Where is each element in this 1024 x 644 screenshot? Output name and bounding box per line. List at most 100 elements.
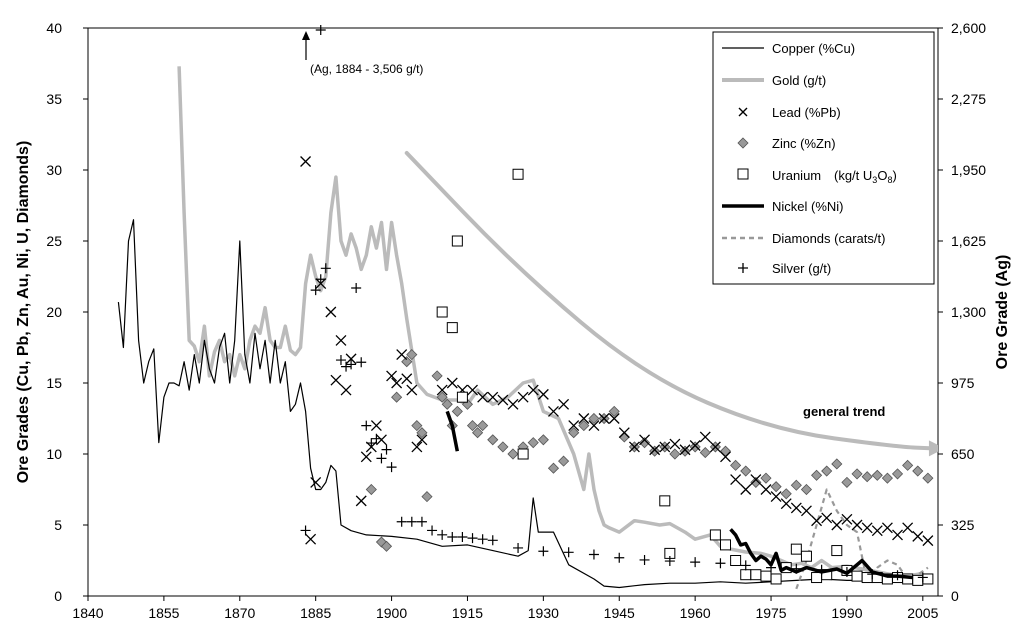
zinc-point <box>558 455 570 467</box>
lead-point <box>831 519 843 531</box>
zinc-point <box>441 398 453 410</box>
legend-copper: Copper (%Cu) <box>722 41 855 56</box>
trend-label: general trend <box>803 404 885 419</box>
left-tick-label: 25 <box>46 233 62 249</box>
svg-text:(kg/t U3O8): (kg/t U3O8) <box>834 168 897 185</box>
lead-point <box>760 484 772 495</box>
lead-point <box>740 484 752 495</box>
silver-point <box>406 516 417 527</box>
copper-series-line <box>117 219 923 589</box>
lead-point <box>477 391 489 403</box>
silver-point <box>917 572 928 583</box>
lead-point <box>340 384 352 396</box>
lead-point <box>345 353 357 365</box>
lead-point <box>330 374 342 386</box>
lead-point <box>588 420 600 432</box>
nickel-series-line <box>729 528 913 580</box>
silver-point <box>563 547 574 558</box>
zinc-point <box>466 420 479 432</box>
zinc-point <box>881 472 893 484</box>
zinc-point <box>841 476 853 488</box>
zinc-point <box>912 465 924 477</box>
lead-point <box>527 384 539 396</box>
svg-text:Silver (g/t): Silver (g/t) <box>772 261 831 276</box>
uranium-point <box>851 570 863 582</box>
lead-point <box>578 413 590 424</box>
legend-gold: Gold (g/t) <box>722 73 826 88</box>
silver-point <box>356 357 367 368</box>
lead-point <box>770 491 782 503</box>
zinc-point <box>436 391 448 403</box>
lead-point <box>811 515 823 527</box>
silver-point <box>614 552 625 563</box>
silver-point <box>310 285 321 296</box>
uranium-point <box>446 322 458 334</box>
lead-point <box>401 373 413 385</box>
zinc-point <box>790 479 802 491</box>
zinc-point <box>507 448 519 460</box>
zinc-point <box>689 441 701 453</box>
lead-point <box>912 530 924 542</box>
lead-point <box>300 156 312 167</box>
uranium-point <box>659 495 671 507</box>
lead-point <box>396 349 408 361</box>
lead-point <box>386 370 398 382</box>
zinc-point <box>800 483 813 496</box>
x-tick-label: 1870 <box>224 605 255 621</box>
left-tick-label: 15 <box>46 375 62 391</box>
zinc-point <box>527 437 539 449</box>
silver-point <box>467 533 478 544</box>
legend-lead: Lead (%Pb) <box>738 105 841 120</box>
right-tick-label: 1,950 <box>951 162 986 178</box>
silver-point <box>639 554 650 565</box>
uranium-point <box>720 539 731 551</box>
x-tick-label: 1945 <box>604 605 635 621</box>
uranium-point <box>750 569 762 581</box>
zinc-point <box>638 437 651 449</box>
left-tick-label: 30 <box>46 162 62 178</box>
lead-point <box>841 513 853 525</box>
x-tick-label: 1975 <box>755 605 786 621</box>
x-tick-label: 1900 <box>376 605 407 621</box>
silver-point <box>538 546 549 557</box>
zinc-point <box>760 472 772 484</box>
silver-point <box>427 525 438 536</box>
zinc-point <box>811 469 823 481</box>
lead-point <box>558 398 570 410</box>
lead-point <box>679 444 691 456</box>
silver-point <box>376 453 387 464</box>
zinc-point <box>391 391 403 403</box>
lead-point <box>355 495 367 507</box>
silver-point <box>381 444 392 455</box>
x-tick-label: 1930 <box>528 605 559 621</box>
zinc-point <box>578 420 590 432</box>
zinc-point <box>406 349 418 361</box>
lead-point <box>608 413 620 424</box>
silver-point <box>361 420 372 431</box>
uranium-point <box>922 573 934 585</box>
lead-point <box>416 434 428 446</box>
lead-point <box>709 441 721 453</box>
lead-point <box>467 384 478 396</box>
lead-point <box>517 391 529 403</box>
legend-nickel: Nickel (%Ni) <box>722 199 844 214</box>
x-tick-label: 1855 <box>148 605 179 621</box>
silver-point <box>487 535 498 546</box>
lead-point <box>568 420 580 432</box>
silver-point <box>477 534 488 545</box>
uranium-point <box>451 235 463 247</box>
zinc-point <box>679 445 691 457</box>
silver-point <box>437 529 448 540</box>
right-tick-label: 1,625 <box>951 233 986 249</box>
zinc-point <box>568 427 580 439</box>
silver-outlier-point <box>315 25 326 35</box>
plot-area <box>117 66 938 590</box>
lead-point <box>391 377 403 389</box>
silver-outlier-annotation: (Ag, 1884 - 3,506 g/t) <box>302 31 423 76</box>
zinc-point <box>891 468 904 480</box>
uranium-point <box>730 555 742 566</box>
legend-diamonds: Diamonds (carats/t) <box>722 231 885 246</box>
right-tick-label: 0 <box>951 588 959 604</box>
lead-point <box>669 438 681 450</box>
lead-point <box>436 384 448 396</box>
